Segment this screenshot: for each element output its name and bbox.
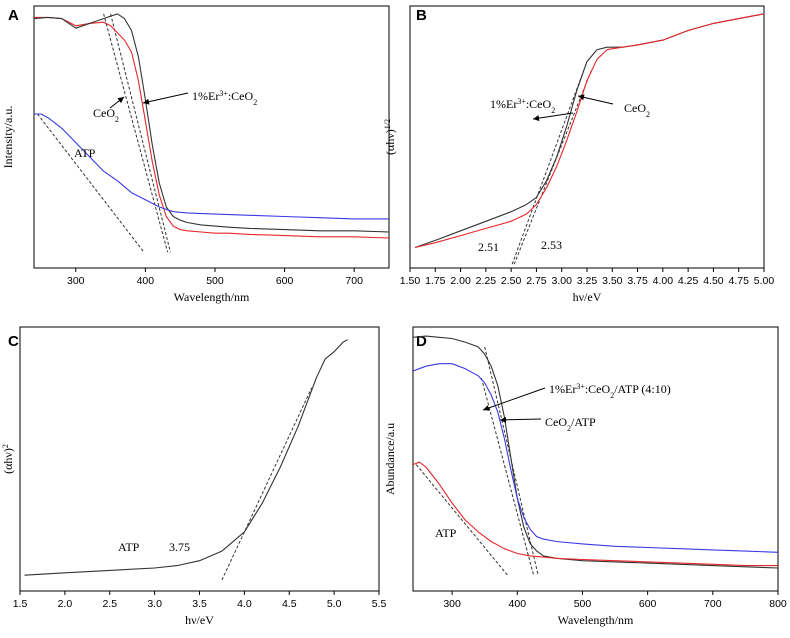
x-axis-label: hν/eV bbox=[573, 290, 602, 304]
annotation-label: CeO2/ATP bbox=[545, 415, 596, 433]
panel-letter: B bbox=[416, 7, 427, 24]
arrow-head bbox=[117, 97, 124, 104]
tangent-line-1 bbox=[110, 13, 171, 253]
x-tick-label: 300 bbox=[67, 275, 85, 287]
x-tick-label: 4.00 bbox=[653, 275, 674, 287]
annotation-label: 1%Er3+:CeO2/ATP (4:10) bbox=[549, 382, 671, 400]
x-tick-label: 5.5 bbox=[372, 598, 387, 610]
x-tick-label: 700 bbox=[704, 598, 722, 610]
x-tick-label: 3.75 bbox=[627, 275, 648, 287]
tangent-line-2 bbox=[103, 13, 169, 253]
x-tick-label: 2.75 bbox=[526, 275, 547, 287]
arrow-head bbox=[483, 405, 490, 411]
tangent-line-3 bbox=[415, 464, 508, 576]
arrow-head bbox=[578, 94, 585, 101]
x-tick-label: 2.50 bbox=[501, 275, 522, 287]
series-line-ceo2 bbox=[414, 13, 764, 249]
x-tick-label: 3.25 bbox=[577, 275, 598, 287]
x-tick-label: 3.0 bbox=[147, 598, 162, 610]
x-tick-label: 4.75 bbox=[728, 275, 749, 287]
x-tick-label: 1.75 bbox=[425, 275, 446, 287]
annotation-label: 1%Er3+:CeO2 bbox=[490, 97, 555, 115]
series-line-1-er3-ceo2 bbox=[414, 13, 764, 249]
annotation-arrow bbox=[499, 418, 542, 421]
annotation-arrow bbox=[482, 387, 546, 411]
x-tick-label: 2.0 bbox=[58, 598, 73, 610]
tangent-line-1 bbox=[221, 387, 313, 581]
panel-d: D 300 400 500 600 700 800 Wavelength/nm Abundanc… bbox=[383, 326, 787, 627]
x-tick-label: 400 bbox=[509, 598, 527, 610]
annotation-label: 3.75 bbox=[169, 540, 190, 554]
x-tick-label: 5.00 bbox=[754, 275, 775, 287]
tangent-line-3 bbox=[37, 113, 145, 253]
y-axis-label: (αhν)1/2 bbox=[383, 119, 398, 155]
x-tick-label: 3.50 bbox=[602, 275, 623, 287]
panel-a: A 300 400 500 600 700 Wavelength/nm Intensity/a… bbox=[1, 5, 390, 304]
x-tick-label: 500 bbox=[206, 275, 224, 287]
plot-area bbox=[24, 339, 348, 581]
tangent-line-1 bbox=[511, 61, 588, 265]
y-axis-label: Abundance/a.u bbox=[383, 423, 397, 495]
panel-letter: D bbox=[416, 333, 427, 350]
annotation-label: ATP bbox=[118, 540, 140, 554]
x-tick-label: 500 bbox=[574, 598, 592, 610]
annotation-label: ATP bbox=[435, 526, 457, 540]
x-tick-label: 2.25 bbox=[476, 275, 497, 287]
annotation-label: 2.51 bbox=[478, 240, 499, 254]
series-line-atp bbox=[24, 339, 348, 576]
series-line-ceo2-atp bbox=[413, 335, 778, 569]
plot-frame bbox=[409, 5, 765, 269]
plot-frame bbox=[33, 5, 390, 269]
x-tick-label: 2.5 bbox=[102, 598, 117, 610]
x-tick-label: 4.50 bbox=[703, 275, 724, 287]
x-tick-label: 600 bbox=[276, 275, 294, 287]
annotation-arrow bbox=[142, 92, 189, 104]
series-line-atp bbox=[34, 113, 389, 220]
plot-frame bbox=[19, 326, 380, 592]
x-tick-label: 800 bbox=[769, 598, 787, 610]
x-tick-label: 600 bbox=[639, 598, 657, 610]
arrow-head bbox=[500, 416, 507, 423]
x-tick-label: 300 bbox=[443, 598, 461, 610]
arrow-head bbox=[143, 98, 150, 105]
series-line-1-er3-ceo2 bbox=[34, 13, 389, 233]
annotation-label: 1%Er3+:CeO2 bbox=[192, 89, 257, 107]
x-axis-label: Wavelength/nm bbox=[174, 290, 250, 304]
x-tick-label: 400 bbox=[137, 275, 155, 287]
x-tick-label: 4.5 bbox=[282, 598, 297, 610]
series-line-ceo2 bbox=[34, 16, 389, 239]
series-line-1-er3-ceo2-atp-4-10- bbox=[413, 363, 778, 553]
annotation-arrow bbox=[532, 112, 574, 120]
x-tick-label: 1.50 bbox=[400, 275, 421, 287]
series-line-atp bbox=[413, 461, 778, 567]
x-tick-label: 3.5 bbox=[192, 598, 207, 610]
plot-area bbox=[34, 13, 389, 253]
x-axis-label: Wavelength/nm bbox=[558, 613, 634, 627]
x-tick-label: 4.0 bbox=[237, 598, 252, 610]
x-axis-label: hν/eV bbox=[185, 613, 214, 627]
x-tick-label: 700 bbox=[345, 275, 363, 287]
x-tick-label: 4.25 bbox=[678, 275, 699, 287]
tangent-line-2 bbox=[480, 378, 535, 576]
annotation-label: 2.53 bbox=[541, 238, 562, 252]
panel-letter: C bbox=[8, 333, 19, 350]
annotation-label: CeO2 bbox=[93, 106, 119, 124]
annotation-label: CeO2 bbox=[624, 101, 650, 119]
plot-frame bbox=[412, 326, 779, 592]
panel-letter: A bbox=[8, 7, 19, 24]
panel-c: C 1.5 2.0 2.5 3.0 3.5 4.0 4.5 5.0 5.5 hν/eV (αhν)2 A… bbox=[1, 326, 387, 627]
plot-area bbox=[414, 13, 764, 265]
annotation-label: ATP bbox=[74, 146, 96, 160]
x-tick-label: 1.5 bbox=[13, 598, 28, 610]
x-tick-label: 3.00 bbox=[551, 275, 572, 287]
arrow-head bbox=[533, 115, 540, 122]
x-tick-label: 2.00 bbox=[450, 275, 471, 287]
x-tick-label: 5.0 bbox=[327, 598, 342, 610]
y-axis-label: Intensity/a.u. bbox=[1, 106, 15, 169]
panel-b: B 1.50 1.75 2.00 2.25 2.50 2.75 3.00 3.25 3.50 3.7… bbox=[383, 5, 775, 304]
y-axis-label: (αhν)2 bbox=[1, 444, 16, 474]
plot-area bbox=[413, 335, 778, 576]
